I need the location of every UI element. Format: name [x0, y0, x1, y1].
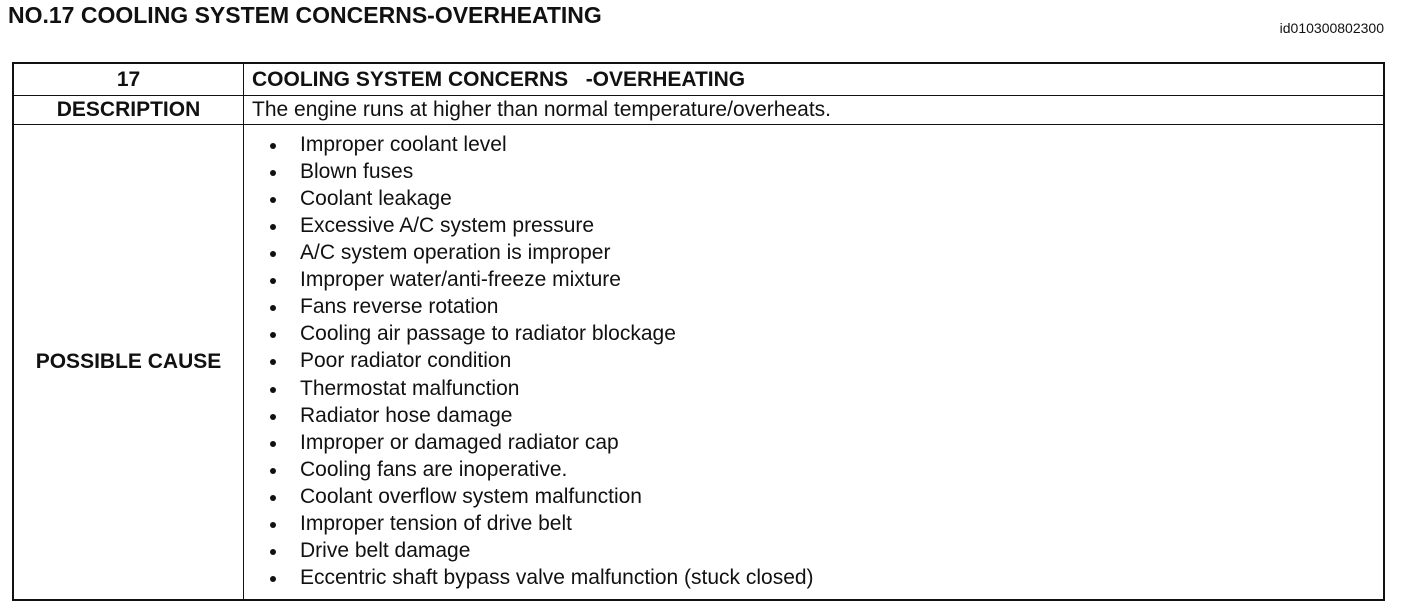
- cause-item: Drive belt damage: [264, 537, 1375, 564]
- cell: POSSIBLE CAUSE: [12, 124, 244, 601]
- cause-item: Cooling air passage to radiator blockage: [264, 320, 1375, 347]
- cell: DESCRIPTION: [12, 95, 244, 125]
- title: NO.17 COOLING SYSTEM CONCERNS-OVERHEATIN…: [8, 2, 602, 28]
- cell: COOLING SYSTEM CONCERNS -OVERHEATING: [243, 62, 1385, 96]
- cell: The engine runs at higher than normal te…: [243, 95, 1385, 125]
- cause-item: Radiator hose damage: [264, 402, 1375, 429]
- cause-item: Cooling fans are inoperative.: [264, 456, 1375, 483]
- cause-item: Blown fuses: [264, 158, 1375, 185]
- document-id: id010300802300: [1279, 20, 1384, 36]
- table-row: 17 COOLING SYSTEM CONCERNS -OVERHEATING: [12, 62, 1385, 96]
- cause-item: Improper tension of drive belt: [264, 510, 1375, 537]
- concern-table: 17 COOLING SYSTEM CONCERNS -OVERHEATING …: [12, 62, 1385, 601]
- table-row: DESCRIPTION The engine runs at higher th…: [12, 95, 1385, 125]
- cause-item: Thermostat malfunction: [264, 375, 1375, 402]
- cause-item: A/C system operation is improper: [264, 239, 1375, 266]
- cause-item: Coolant leakage: [264, 185, 1375, 212]
- cell: Improper coolant level Blown fuses Coolant…: [243, 124, 1385, 601]
- cell: 17: [12, 62, 244, 96]
- cause-item: Improper water/anti-freeze mixture: [264, 266, 1375, 293]
- cause-item: Eccentric shaft bypass valve malfunction…: [264, 564, 1375, 591]
- cause-item: Coolant overflow system malfunction: [264, 483, 1375, 510]
- cause-item: Excessive A/C system pressure: [264, 212, 1375, 239]
- table-row: POSSIBLE CAUSE Improper coolant level Blo…: [12, 124, 1385, 601]
- cause-item: Improper or damaged radiator cap: [264, 429, 1375, 456]
- cause-item: Poor radiator condition: [264, 347, 1375, 374]
- cause-list: Improper coolant level Blown fuses Coolant…: [252, 127, 1375, 598]
- cause-item: Fans reverse rotation: [264, 293, 1375, 320]
- cause-item: Improper coolant level: [264, 131, 1375, 158]
